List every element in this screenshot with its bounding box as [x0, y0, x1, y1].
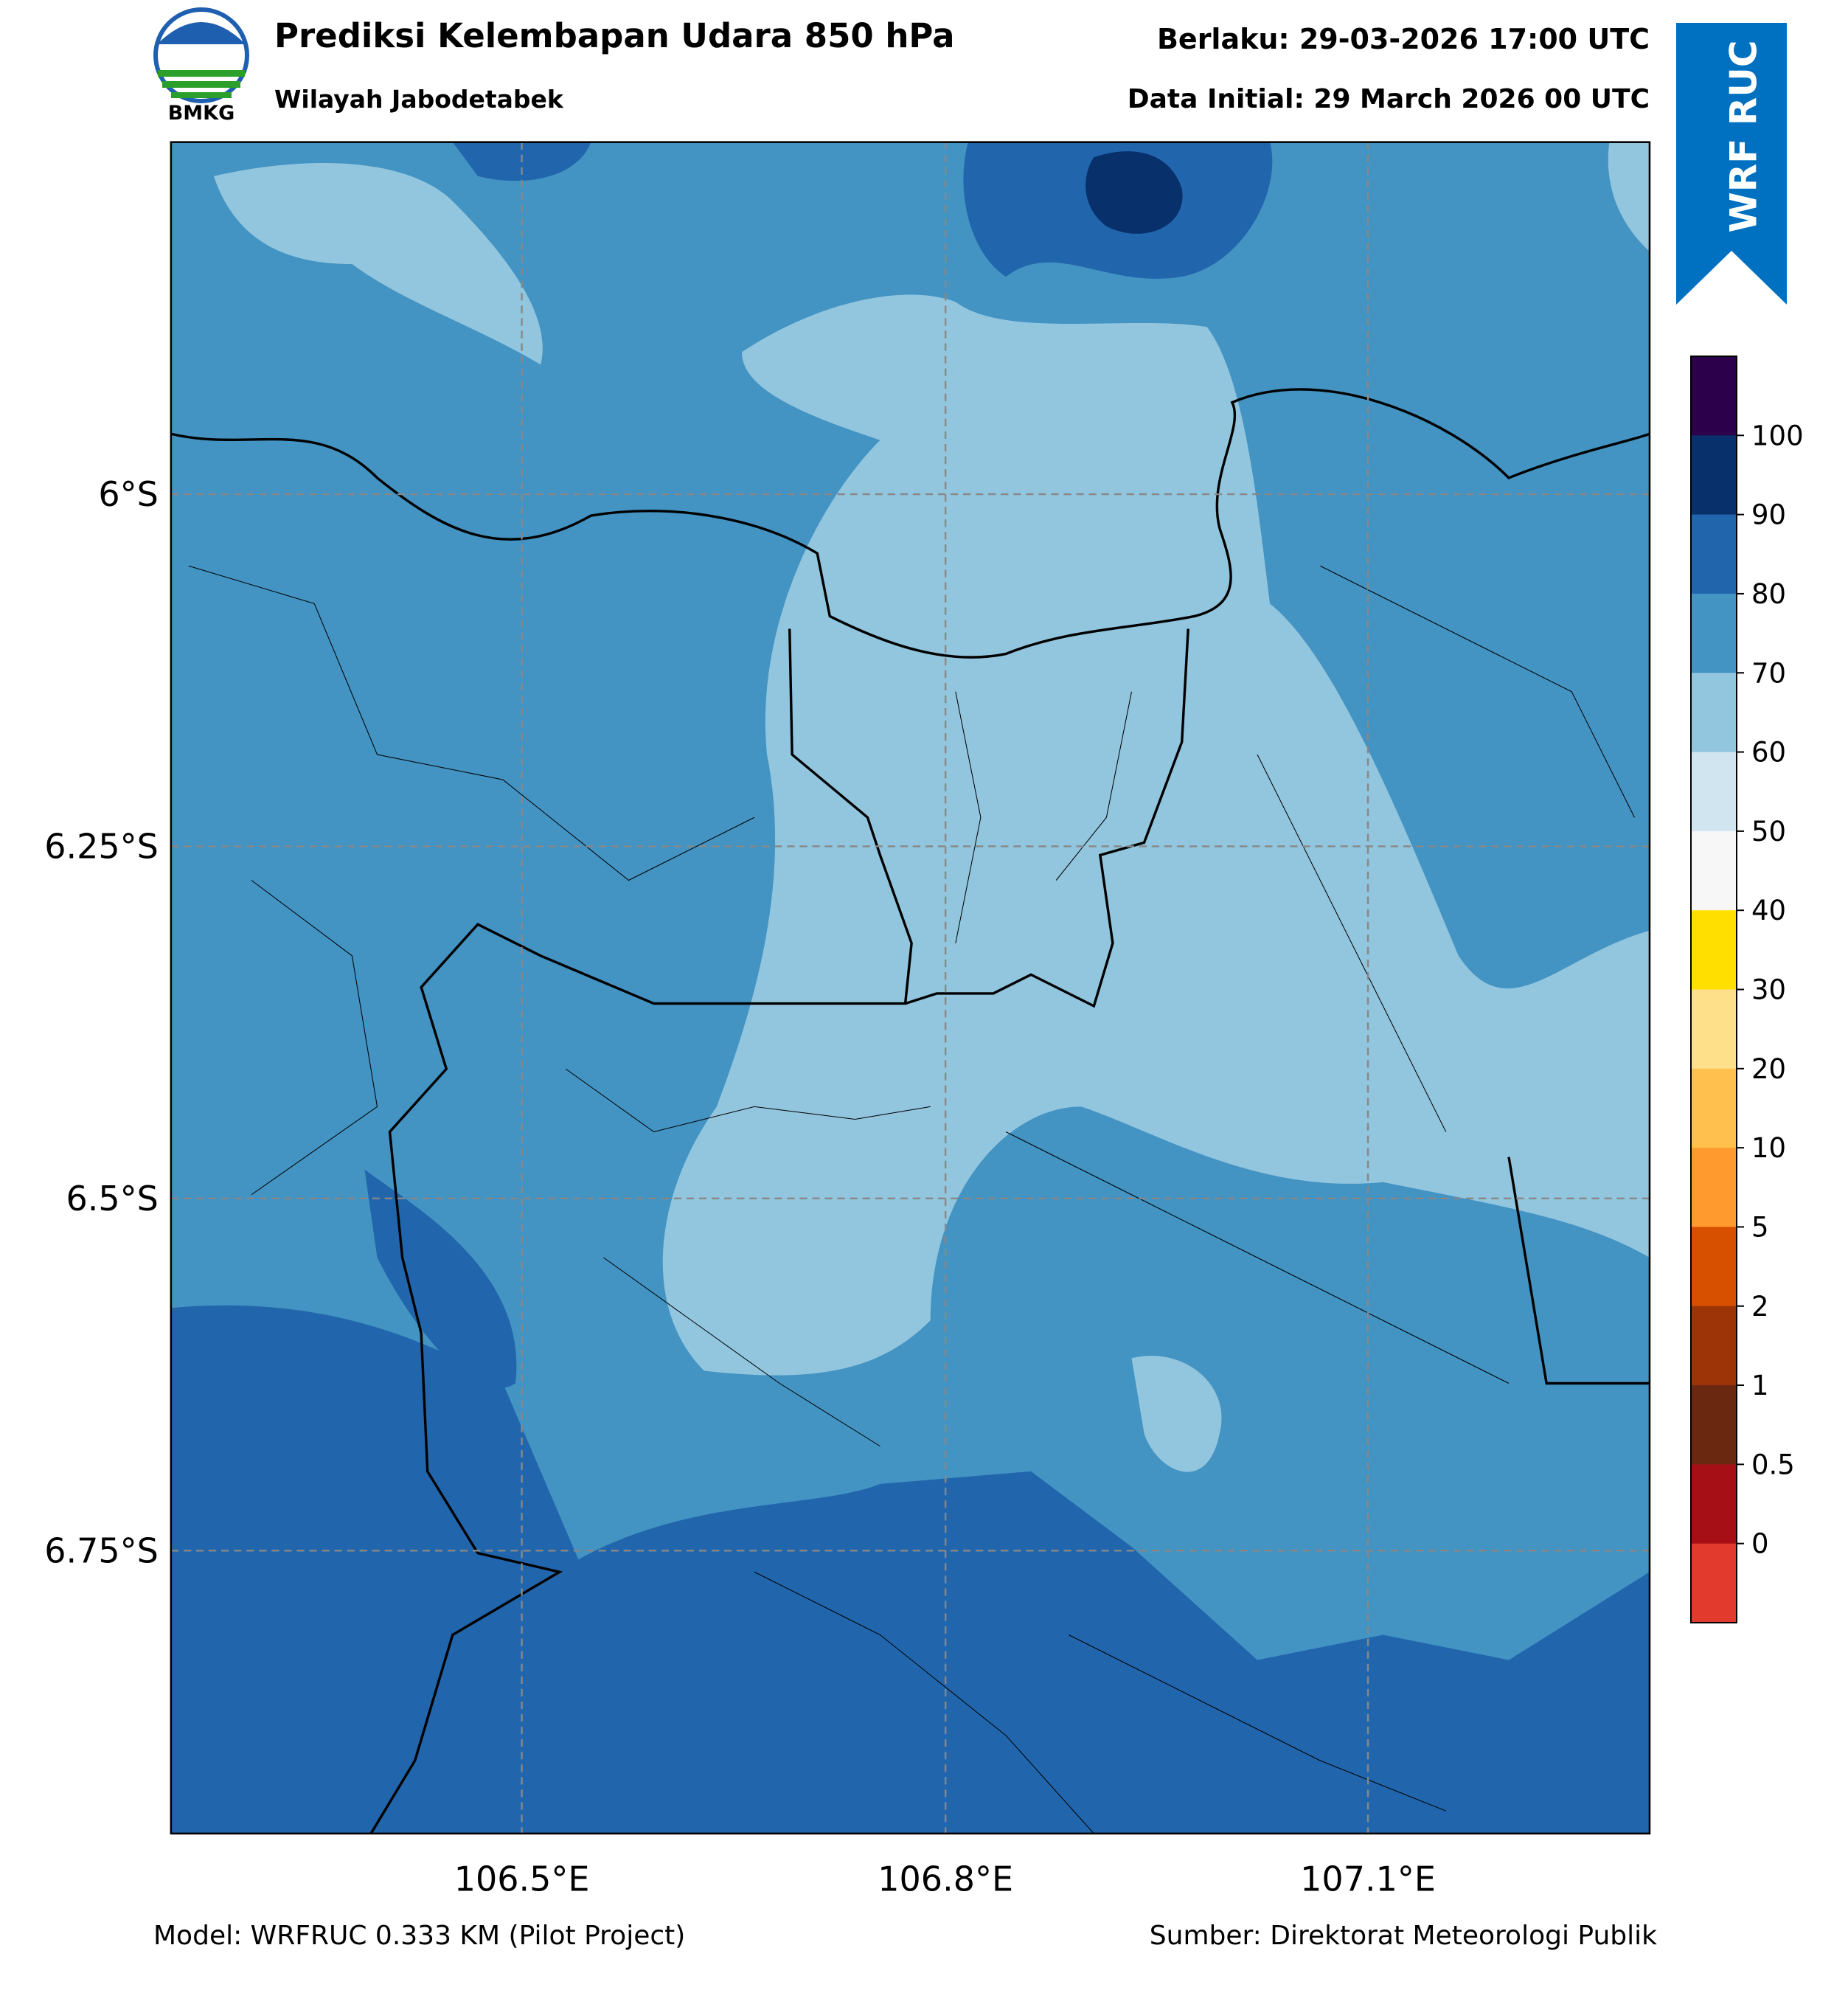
colorbar-swatch [1691, 989, 1737, 1069]
dry-region [1131, 1356, 1222, 1472]
coastline [170, 388, 1650, 659]
footer-source: Sumber: Direktorat Meteorologi Publik [1150, 1921, 1657, 1951]
colorbar: 100 90 80 70 60 50 40 30 20 10 5 2 1 0.5 0 [1690, 356, 1804, 1623]
humid-region [170, 1305, 1650, 1834]
subtitle: Wilayah Jabodetabek [274, 85, 564, 114]
axis-labels: 6°S 6.25°S 6.5°S 6.75°S 106.5°E 106.8°E 107.1°… [44, 474, 1436, 1899]
wrf-badge: WRF RUC [1676, 23, 1787, 305]
bmkg-logo: BMKG [153, 7, 249, 125]
dry-region [213, 162, 543, 365]
title: Prediksi Kelembapan Udara 850 hPa [274, 16, 955, 55]
valid-time: Berlaku: 29-03-2026 17:00 UTC [1157, 23, 1650, 55]
gridlines [170, 142, 1650, 1834]
lat-label: 6.25°S [44, 826, 159, 866]
humid-region [364, 1169, 517, 1389]
colorbar-label: 20 [1751, 1053, 1786, 1085]
colorbar-swatch [1691, 1543, 1737, 1623]
colorbar-swatch [1691, 1464, 1737, 1544]
colorbar-swatch [1691, 356, 1737, 436]
colorbar-swatch [1691, 1385, 1737, 1465]
colorbar-label: 1 [1751, 1370, 1769, 1401]
lat-label: 6°S [98, 474, 158, 514]
colorbar-label: 60 [1751, 737, 1786, 769]
colorbar-label: 100 [1751, 420, 1804, 451]
lon-label: 106.8°E [878, 1859, 1013, 1899]
colorbar-swatch [1691, 1306, 1737, 1386]
dry-region [662, 294, 1650, 1376]
colorbar-swatch [1691, 1148, 1737, 1227]
colorbar-label: 0.5 [1751, 1449, 1795, 1480]
colorbar-label: 40 [1751, 895, 1786, 926]
map [170, 141, 1651, 1835]
colorbar-swatch [1691, 435, 1737, 516]
lat-label: 6.75°S [44, 1530, 159, 1570]
lon-label: 107.1°E [1300, 1859, 1436, 1899]
colorbar-label: 2 [1751, 1291, 1769, 1322]
footer-model: Model: WRFRUC 0.333 KM (Pilot Project) [153, 1921, 685, 1951]
province-border [369, 628, 1650, 1834]
dry-region [1608, 142, 1650, 252]
colorbar-swatch [1691, 593, 1737, 673]
lat-label: 6.5°S [66, 1179, 158, 1218]
colorbar-swatch [1691, 1068, 1737, 1148]
colorbar-swatch [1691, 673, 1737, 753]
colorbar-label: 80 [1751, 578, 1786, 610]
colorbar-swatch [1691, 910, 1737, 990]
colorbar-label: 90 [1751, 499, 1786, 531]
colorbar-label: 10 [1751, 1132, 1786, 1164]
colorbar-label: 30 [1751, 974, 1786, 1006]
colorbar-swatch [1691, 1227, 1737, 1307]
colorbar-swatch [1691, 514, 1737, 594]
map-frame [170, 141, 1651, 1835]
colorbar-label: 5 [1751, 1211, 1769, 1243]
colorbar-label: 70 [1751, 657, 1786, 689]
badge-text: WRF RUC [1723, 40, 1765, 232]
very-humid-region [1085, 151, 1183, 234]
colorbar-swatch [1691, 831, 1737, 911]
colorbar-label: 50 [1751, 816, 1786, 847]
initial-time: Data Initial: 29 March 2026 00 UTC [1128, 84, 1650, 114]
logo-text: BMKG [168, 102, 235, 125]
lon-label: 106.5°E [454, 1859, 590, 1899]
colorbar-label: 0 [1751, 1528, 1769, 1560]
district-borders [188, 565, 1635, 1834]
colorbar-swatch [1691, 752, 1737, 832]
